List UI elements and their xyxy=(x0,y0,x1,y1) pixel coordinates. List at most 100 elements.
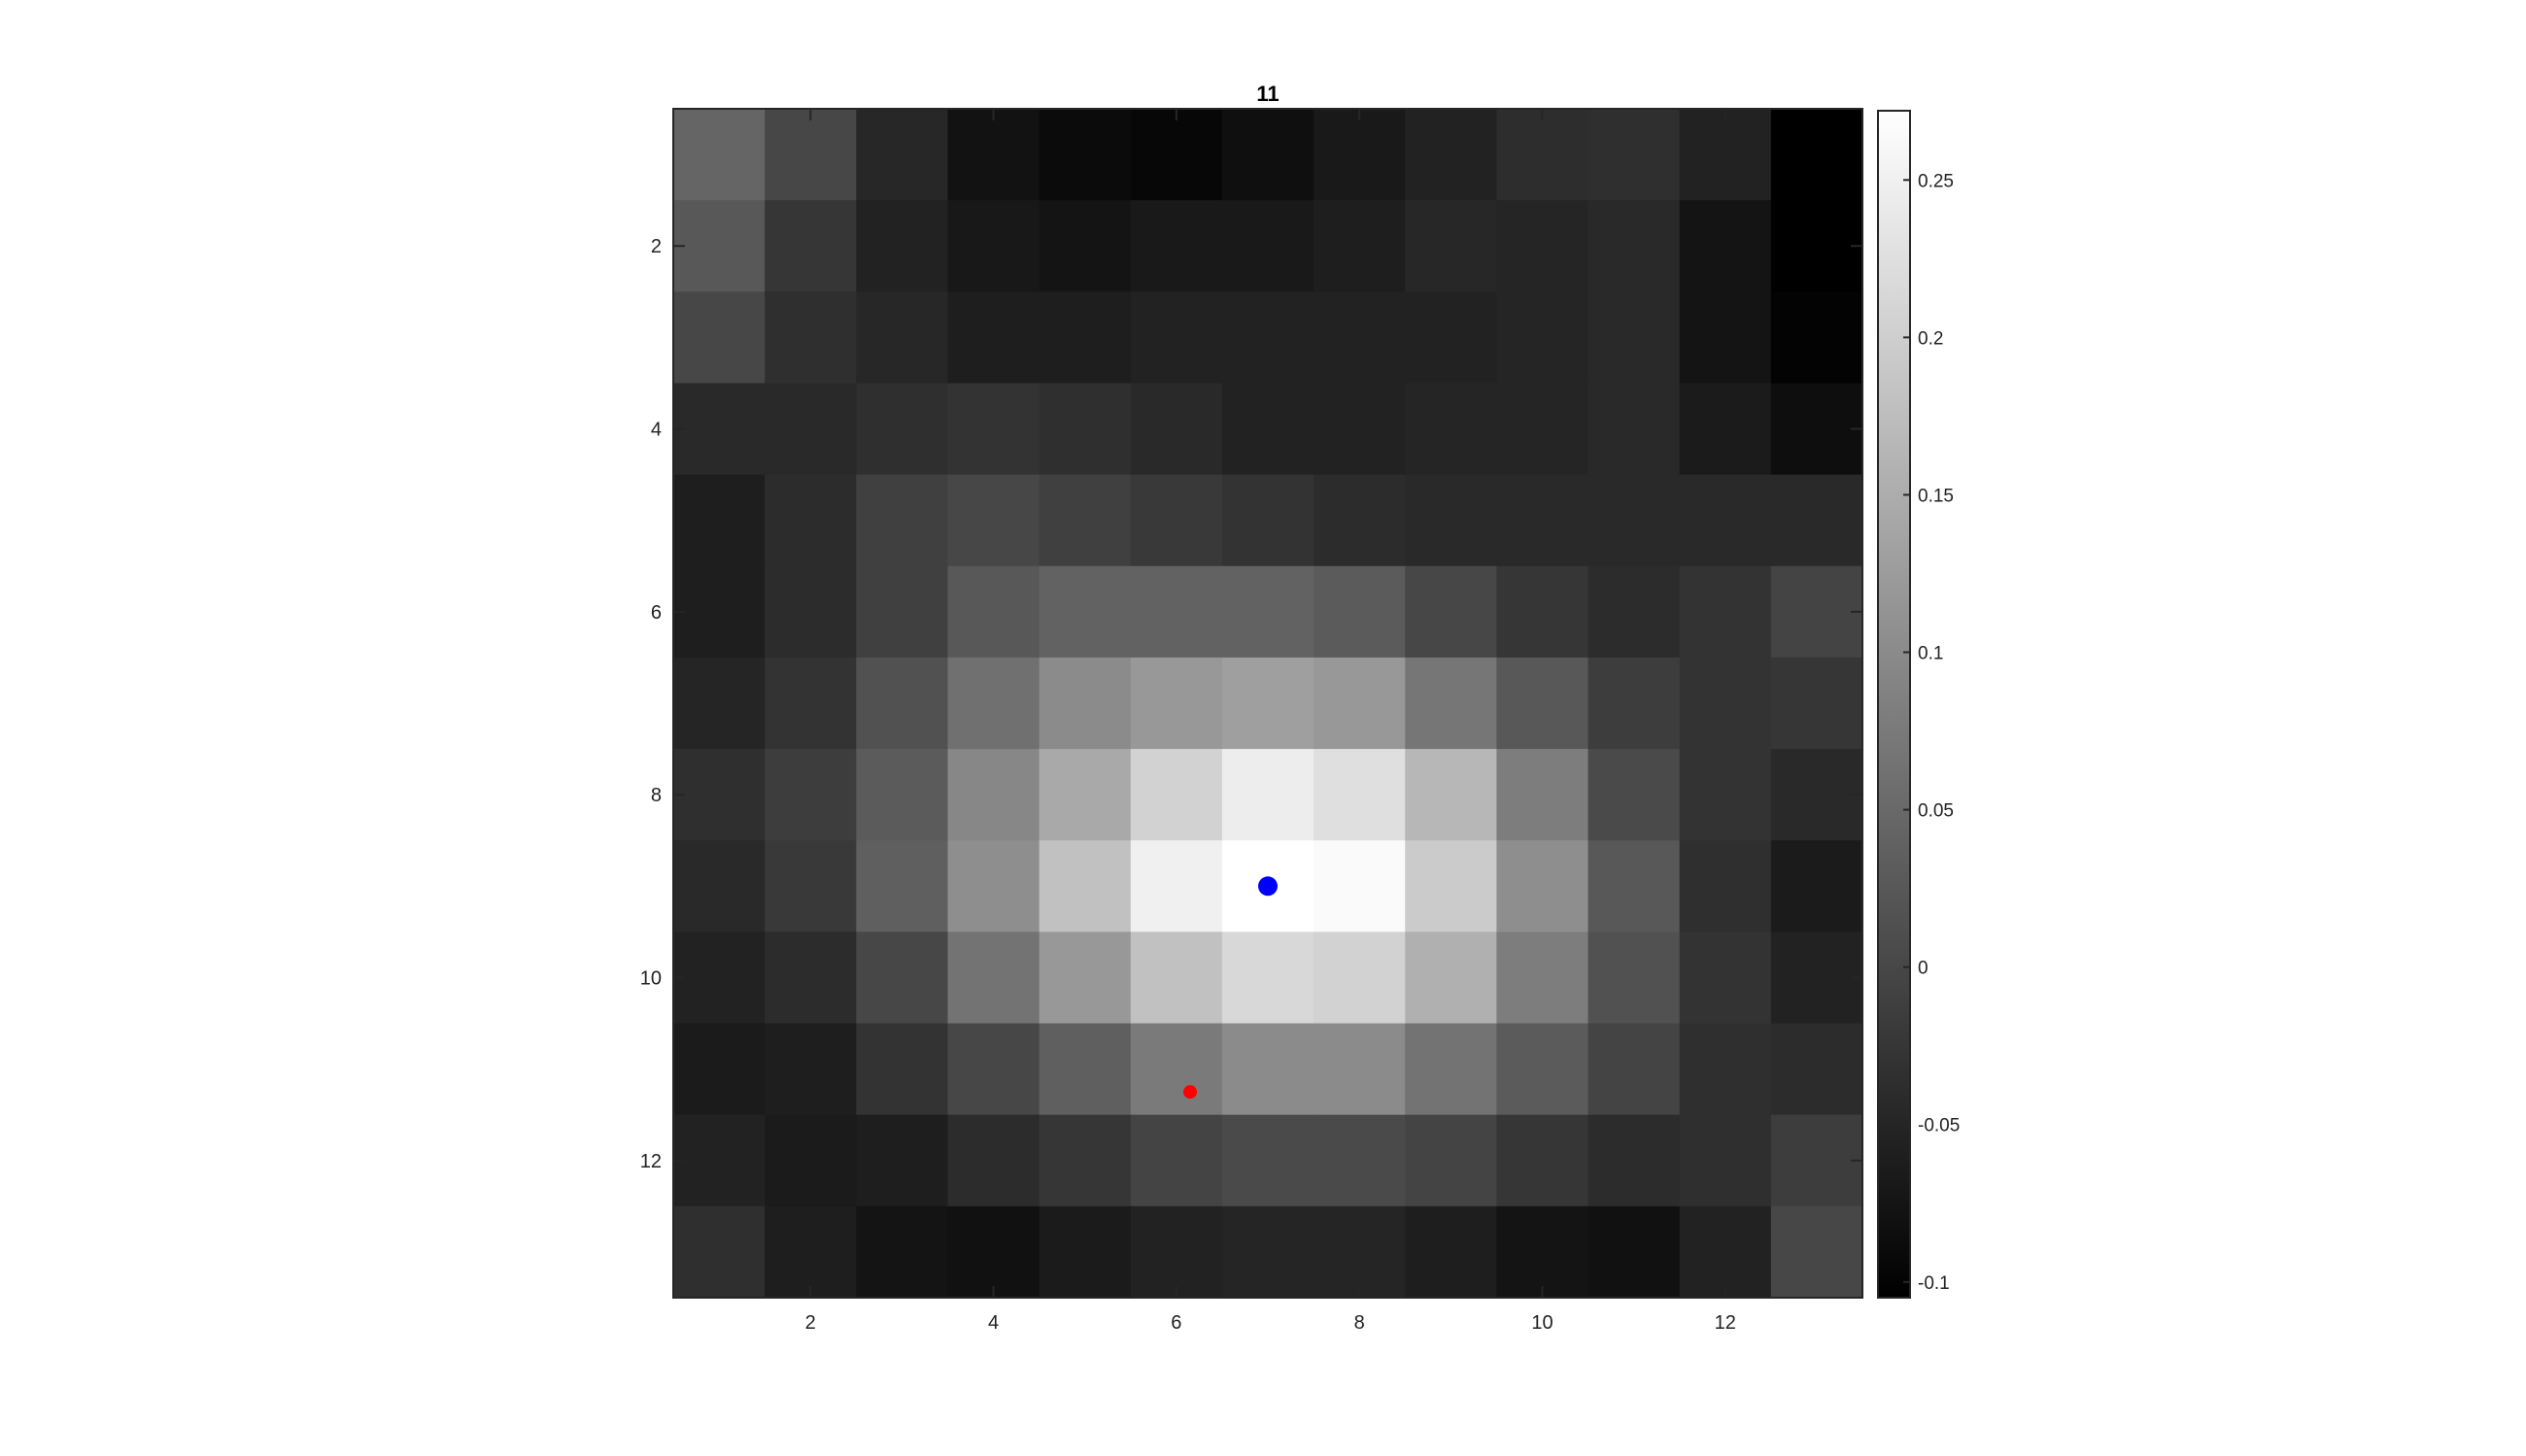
heatmap-cell xyxy=(765,291,857,385)
colorbar-ticks: 0.25 0.2 0.15 0.1 0.05 0 -0.05 -0.1 xyxy=(1903,171,1960,1294)
heatmap-cell xyxy=(1587,291,1681,385)
heatmap-cell xyxy=(1314,383,1406,476)
heatmap-cell xyxy=(1130,291,1223,385)
heatmap-cell xyxy=(947,840,1041,932)
x-tick-label: 12 xyxy=(1715,1312,1736,1334)
x-tick-label: 6 xyxy=(1171,1312,1181,1334)
heatmap-cell xyxy=(1221,1114,1314,1207)
heatmap-cell xyxy=(856,657,949,750)
heatmap-cell xyxy=(947,931,1041,1025)
heatmap-cell xyxy=(1221,1023,1314,1116)
heatmap-cell xyxy=(1587,931,1681,1025)
heatmap-cell xyxy=(1221,474,1314,567)
heatmap-cell xyxy=(856,1023,949,1116)
heatmap-cell xyxy=(1770,291,1863,385)
heatmap-cell xyxy=(673,749,766,841)
heatmap-cell xyxy=(1221,931,1314,1025)
heatmap-cell xyxy=(1314,840,1406,932)
heatmap-cell xyxy=(947,383,1041,476)
heatmap-cell xyxy=(1314,657,1406,750)
heatmap-cell xyxy=(1679,749,1772,841)
heatmap-cell xyxy=(1130,749,1223,841)
heatmap-cell xyxy=(1496,840,1589,932)
heatmap-cell xyxy=(1314,474,1406,567)
heatmap-cell xyxy=(1587,749,1681,841)
heatmap-cell xyxy=(1130,931,1223,1025)
heatmap-cell xyxy=(673,565,766,659)
heatmap-cell xyxy=(1130,840,1223,932)
heatmap-cell xyxy=(1221,109,1314,201)
heatmap-cell xyxy=(1130,1023,1223,1116)
heatmap-cell xyxy=(673,931,766,1025)
y-tick-label: 10 xyxy=(640,967,662,989)
chart-title: 11 xyxy=(1256,82,1279,106)
heatmap-cell xyxy=(856,749,949,841)
heatmap-cell xyxy=(1496,383,1589,476)
heatmap-cell xyxy=(856,1205,949,1299)
heatmap-cell xyxy=(1405,109,1497,201)
heatmap-cell xyxy=(1405,840,1497,932)
blue-marker xyxy=(1258,876,1278,897)
colorbar-tick-label: 0.25 xyxy=(1918,171,1954,191)
heatmap-cell xyxy=(673,383,766,476)
heatmap-cell xyxy=(1039,474,1132,567)
heatmap-cell xyxy=(1679,1114,1772,1207)
heatmap-cell xyxy=(1130,1114,1223,1207)
heatmap-cell xyxy=(1679,291,1772,385)
heatmap-cell xyxy=(1587,474,1681,567)
heatmap-cell xyxy=(673,1023,766,1116)
heatmap-cell xyxy=(1770,200,1863,292)
heatmap-cell xyxy=(1039,291,1132,385)
heatmap-cell xyxy=(1770,474,1863,567)
heatmap-cell xyxy=(1130,383,1223,476)
heatmap-cell xyxy=(1405,1114,1497,1207)
heatmap-cell xyxy=(1221,200,1314,292)
heatmap-cell xyxy=(1314,200,1406,292)
colorbar-tick-label: -0.05 xyxy=(1918,1116,1960,1136)
heatmap-cell xyxy=(1496,657,1589,750)
heatmap-cell xyxy=(856,474,949,567)
heatmap-cell xyxy=(947,657,1041,750)
heatmap-cell xyxy=(1587,200,1681,292)
heatmap-cell xyxy=(1039,109,1132,201)
heatmap-cell xyxy=(1679,1023,1772,1116)
heatmap-cell xyxy=(1130,109,1223,201)
heatmap-cell xyxy=(1587,840,1681,932)
heatmap-cell xyxy=(1496,1114,1589,1207)
heatmap-cell xyxy=(1679,565,1772,659)
heatmap-cell xyxy=(1039,931,1132,1025)
heatmap-cell xyxy=(1405,565,1497,659)
heatmap-cell xyxy=(1314,1114,1406,1207)
heatmap-cell xyxy=(1496,565,1589,659)
heatmap-cell xyxy=(1679,657,1772,750)
heatmap-cell xyxy=(1679,200,1772,292)
heatmap-cell xyxy=(765,1114,857,1207)
heatmap-cell xyxy=(765,1205,857,1299)
heatmap-cell xyxy=(1587,109,1681,201)
heatmap-cell xyxy=(947,109,1041,201)
heatmap-cell xyxy=(1679,109,1772,201)
heatmap-cell xyxy=(1587,383,1681,476)
heatmap-cell xyxy=(856,291,949,385)
heatmap-cell xyxy=(1496,749,1589,841)
heatmap-cell xyxy=(1770,565,1863,659)
heatmap-cell xyxy=(765,109,857,201)
colorbar-tick-label: 0 xyxy=(1918,959,1929,979)
heatmap-cell xyxy=(1405,1205,1497,1299)
heatmap-cell xyxy=(1496,931,1589,1025)
heatmap-cell xyxy=(856,565,949,659)
heatmap-cell xyxy=(673,291,766,385)
heatmap-cell xyxy=(673,657,766,750)
heatmap-cell xyxy=(673,109,766,201)
heatmap-cell xyxy=(856,109,949,201)
colorbar-tick-label: 0.1 xyxy=(1918,644,1943,664)
heatmap-cell xyxy=(1039,1205,1132,1299)
heatmap-cell xyxy=(1496,109,1589,201)
heatmap-cell xyxy=(1770,840,1863,932)
heatmap-cell xyxy=(947,565,1041,659)
y-axis: 2 4 6 8 10 12 xyxy=(640,236,1862,1172)
heatmap-cell xyxy=(1130,200,1223,292)
heatmap-cell xyxy=(1039,657,1132,750)
